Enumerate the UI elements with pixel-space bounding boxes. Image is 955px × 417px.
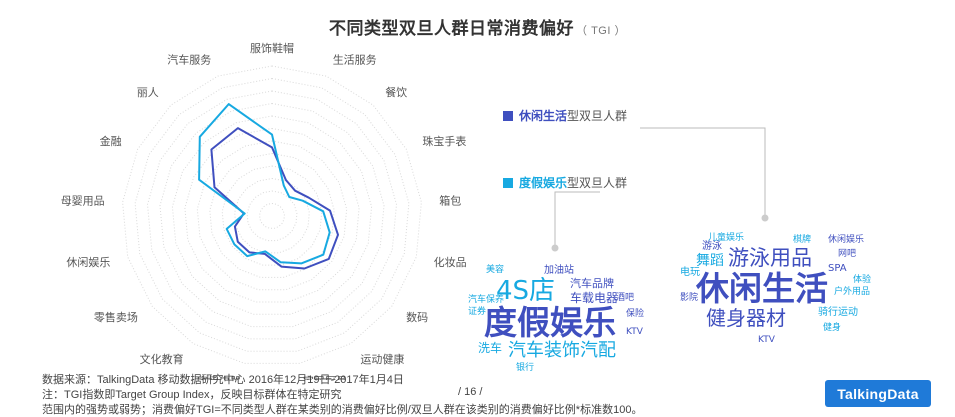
cloud-word: 游泳: [702, 241, 722, 252]
cloud-word: 银行: [516, 363, 535, 373]
cloud-word: 保险: [626, 309, 645, 319]
cloud-word: 棋牌: [793, 235, 812, 245]
cloud-word: 加油站: [544, 265, 574, 276]
cloud-word: 健身器材: [706, 306, 786, 330]
cloud-word: KTV: [626, 327, 643, 337]
radar-axis-label: 运动健康: [360, 352, 404, 366]
cloud-word: KTV: [758, 335, 775, 345]
radar-axis-label: 汽车服务: [167, 52, 211, 66]
chart-title-unit: （ TGI ）: [576, 25, 626, 37]
cloud-word: 儿童娱乐: [708, 233, 745, 243]
cloud-word: 汽车装饰汽配: [508, 340, 616, 361]
legend-label-strong: 休闲生活: [519, 109, 568, 123]
connector-line-lifestyle: [640, 127, 766, 218]
page-number: / 16 /: [458, 386, 483, 398]
radar-axis-label: 化妆品: [434, 255, 467, 269]
radar-grid-ring: [196, 140, 348, 291]
cloud-word: 体验: [853, 275, 872, 285]
radar-axis-label: 数码: [406, 311, 428, 324]
radar-axis-label: 餐饮: [385, 85, 407, 99]
radar-axis-label: 服饰鞋帽: [250, 41, 294, 55]
legend-item-vacation: 度假娱乐 型双旦人群: [503, 174, 627, 191]
radar-axis-label: 生活服务: [333, 52, 377, 66]
cloud-word: 休闲生活: [696, 269, 828, 308]
legend-label-rest: 型双旦人群: [567, 109, 628, 123]
chart-title: 不同类型双旦人群日常消费偏好（ TGI ）: [0, 14, 955, 39]
connector-dot-lifestyle: [761, 214, 769, 222]
cloud-word: 影院: [680, 293, 699, 303]
cloud-word: 休闲娱乐: [828, 235, 865, 245]
radar-series-line: [198, 103, 331, 265]
legend-label-strong: 度假娱乐: [519, 176, 568, 190]
cloud-word: SPA: [828, 263, 847, 274]
cloud-word: 游泳用品: [728, 246, 812, 270]
legend-swatch-lifestyle: [503, 110, 513, 121]
cloud-word: 洗车: [478, 341, 503, 355]
radar-axis-label: 家用电器: [197, 374, 241, 380]
cloud-word: 证券: [468, 307, 487, 317]
cloud-word: 汽车品牌: [570, 277, 614, 290]
radar-series-line: [210, 127, 339, 270]
cloud-word: 舞蹈: [696, 253, 724, 269]
footer-note-2: 范围内的强势或弱势；消费偏好TGI=不同类型人群在某类别的消费偏好比例/双旦人群…: [42, 404, 643, 416]
radar-axis-label: 母婴用品: [61, 195, 105, 208]
talkingdata-logo: TalkingData: [825, 380, 931, 407]
cloud-word: 健身: [823, 323, 842, 333]
radar-axis-label: 丽人: [137, 86, 159, 99]
word-cloud-lifestyle: 休闲生活 游泳用品 健身器材 舞蹈 游泳 电玩 SPA 骑行运动 休闲娱乐 儿童…: [678, 228, 878, 350]
legend-label-rest: 型双旦人群: [567, 176, 628, 190]
cloud-word: 酒吧: [616, 293, 635, 303]
radar-chart: 服饰鞋帽生活服务餐饮珠宝手表箱包化妆品数码运动健康家居厨具 家用电器 文化教育 零售卖…: [61, 41, 467, 380]
radar-grid-ring: [221, 165, 323, 266]
radar-grid-ring: [171, 115, 373, 315]
radar-axis-label: 休闲娱乐: [66, 255, 110, 269]
radar-axis-label: 零售卖场: [94, 310, 138, 324]
cloud-word: 电玩: [680, 267, 700, 278]
cloud-word: 车载电器: [570, 291, 619, 305]
cloud-word: 度假娱乐: [484, 303, 616, 342]
radar-grid-ring: [259, 202, 285, 229]
cloud-word: 4S店: [496, 276, 556, 306]
radar-grid-ring: [246, 190, 298, 242]
radar-axis-label: 文化教育: [140, 352, 184, 366]
connector-dot-vacation: [551, 244, 559, 252]
cloud-word: 美容: [486, 265, 505, 275]
word-cloud-vacation: 4S店 度假娱乐 汽车装饰汽配 汽车品牌 车载电器 洗车 加油站 证券 汽车保养…: [466, 258, 656, 376]
cloud-word: 户外用品: [834, 287, 871, 297]
radar-grid-ring: [234, 177, 310, 254]
radar-grid-ring: [146, 90, 398, 340]
radar-axis-label: 箱包: [439, 194, 461, 208]
radar-grid-ring: [184, 127, 360, 303]
legend-swatch-vacation: [503, 177, 513, 188]
footer-note-1: 注：TGI指数即Target Group Index，反映目标群体在特定研究: [42, 389, 342, 401]
connector-line-vacation: [554, 191, 600, 248]
radar-grid-ring: [209, 152, 335, 278]
radar-axis-label: 金融: [100, 134, 122, 148]
radar-grid-ring: [134, 77, 410, 352]
radar-axis-label: 珠宝手表: [422, 134, 466, 148]
chart-title-main: 不同类型双旦人群日常消费偏好: [329, 19, 575, 38]
cloud-word: 网吧: [838, 249, 857, 259]
legend-item-lifestyle: 休闲生活 型双旦人群: [503, 107, 627, 124]
footer-source: 数据来源：TalkingData 移动数据研究中心 2016年12月19日-20…: [42, 374, 404, 386]
radar-axis-label: 家居厨具: [303, 374, 347, 380]
radar-grid-ring: [122, 65, 422, 364]
cloud-word: 汽车保养: [468, 295, 505, 305]
radar-grid-ring: [159, 102, 385, 328]
cloud-word: 骑行运动: [818, 307, 858, 318]
